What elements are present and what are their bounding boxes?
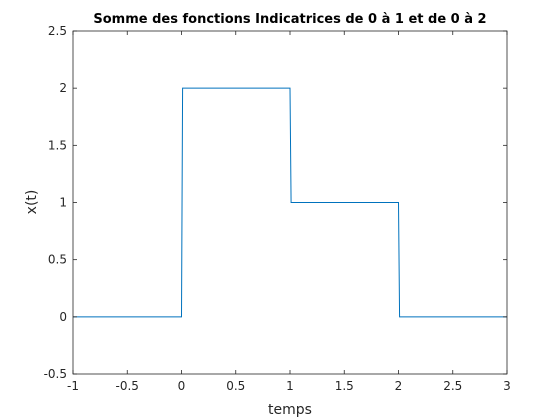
chart-title: Somme des fonctions Indicatrices de 0 à …: [93, 12, 486, 27]
y-tick-label: 1.5: [48, 138, 67, 152]
x-tick-label: 2.5: [443, 379, 462, 393]
y-tick-label: -0.5: [44, 367, 67, 381]
x-axis-ticks: -1 -0.5 0 0.5 1 1.5 2 2.5 3: [67, 31, 511, 393]
y-axis-ticks: -0.5 0 0.5 1 1.5 2 2.5: [44, 24, 507, 381]
x-tick-label: 2: [395, 379, 403, 393]
x-tick-label: 0: [178, 379, 186, 393]
y-tick-label: 2: [59, 81, 67, 95]
y-axis-label: x(t): [24, 190, 40, 215]
y-tick-label: 0.5: [48, 253, 67, 267]
x-tick-label: 3: [503, 379, 511, 393]
plot-area: [73, 31, 507, 374]
x-tick-label: -1: [67, 379, 79, 393]
x-tick-label: 0.5: [226, 379, 245, 393]
series-line: [73, 87, 507, 318]
x-tick-label: -0.5: [116, 379, 139, 393]
x-tick-label: 1: [286, 379, 294, 393]
y-tick-label: 0: [59, 310, 67, 324]
series-layer: [73, 87, 507, 318]
x-axis-label: temps: [268, 402, 312, 418]
y-tick-label: 1: [59, 196, 67, 210]
x-tick-label: 1.5: [335, 379, 354, 393]
y-tick-label: 2.5: [48, 24, 67, 38]
